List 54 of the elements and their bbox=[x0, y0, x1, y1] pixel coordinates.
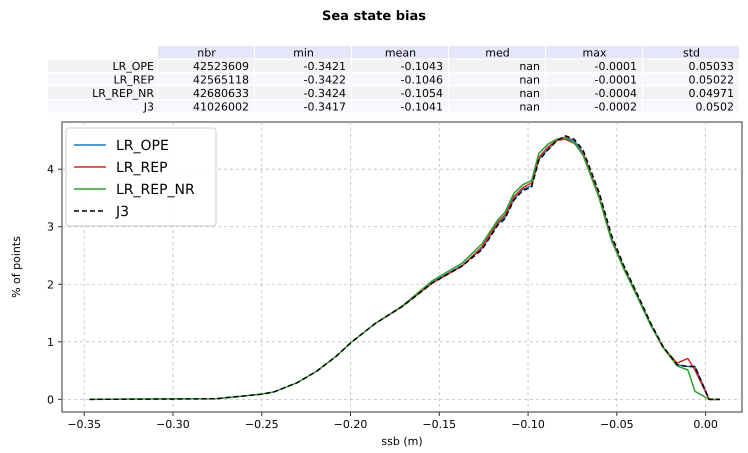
y-tick-label: 3 bbox=[47, 220, 54, 234]
legend-label: LR_OPE bbox=[116, 138, 169, 154]
text: nan bbox=[519, 100, 540, 114]
x-tick-label: −0.25 bbox=[244, 418, 279, 431]
text: Sea state bias bbox=[322, 9, 426, 24]
category-label: std bbox=[682, 46, 700, 60]
x-tick-label: −0.20 bbox=[334, 418, 368, 431]
category-label: LR_REP bbox=[114, 74, 154, 86]
y-tick-label: 1 bbox=[47, 336, 54, 349]
text: -0.0002 bbox=[594, 100, 637, 114]
x-tick-label: −0.35 bbox=[67, 418, 102, 431]
category-label: LR_REP_NR bbox=[92, 87, 154, 100]
text: 42680633 bbox=[193, 87, 249, 100]
text: -0.0001 bbox=[594, 74, 637, 86]
category-label: mean bbox=[384, 46, 416, 60]
text: -0.1041 bbox=[400, 100, 443, 114]
text: -0.3417 bbox=[304, 100, 346, 114]
text: -0.0001 bbox=[594, 60, 637, 73]
text: 42565118 bbox=[193, 74, 249, 86]
text: nan bbox=[519, 87, 540, 100]
text: 0.04971 bbox=[688, 87, 734, 100]
text: 0.0502 bbox=[696, 100, 734, 114]
text: -0.3421 bbox=[304, 60, 346, 73]
x-axis-title: ssb (m) bbox=[381, 435, 423, 448]
legend-label: J3 bbox=[115, 204, 130, 220]
category-label: nbr bbox=[197, 46, 216, 60]
text: -0.3422 bbox=[304, 74, 346, 86]
legend-label: LR_REP_NR bbox=[116, 182, 196, 198]
text: -0.1043 bbox=[400, 60, 443, 73]
text: nan bbox=[519, 60, 540, 73]
y-tick-label: 4 bbox=[47, 163, 54, 176]
text: nan bbox=[519, 74, 540, 86]
y-tick-label: 2 bbox=[47, 278, 54, 292]
x-tick-label: 0.00 bbox=[693, 418, 718, 431]
text: 0.05022 bbox=[688, 74, 734, 86]
y-axis-title: % of points bbox=[10, 236, 23, 298]
category-label: max bbox=[582, 46, 607, 60]
text: 0.05033 bbox=[688, 60, 734, 73]
text: 42523609 bbox=[193, 60, 249, 73]
y-tick-label: 0 bbox=[47, 393, 54, 406]
text: -0.1054 bbox=[400, 87, 443, 100]
x-tick-label: −0.05 bbox=[600, 418, 634, 431]
category-label: min bbox=[293, 46, 314, 60]
text: -0.3424 bbox=[304, 87, 346, 100]
text: -0.0004 bbox=[594, 87, 637, 100]
x-tick-label: −0.30 bbox=[156, 418, 190, 431]
x-tick-label: −0.15 bbox=[422, 418, 456, 431]
x-tick-label: −0.10 bbox=[511, 418, 545, 431]
category-label: LR_OPE bbox=[112, 60, 154, 73]
legend-label: LR_REP bbox=[116, 160, 168, 176]
category-label: med bbox=[485, 46, 510, 60]
category-label: J3 bbox=[144, 100, 154, 114]
text: -0.1046 bbox=[400, 74, 443, 86]
text: 41026002 bbox=[193, 100, 249, 114]
